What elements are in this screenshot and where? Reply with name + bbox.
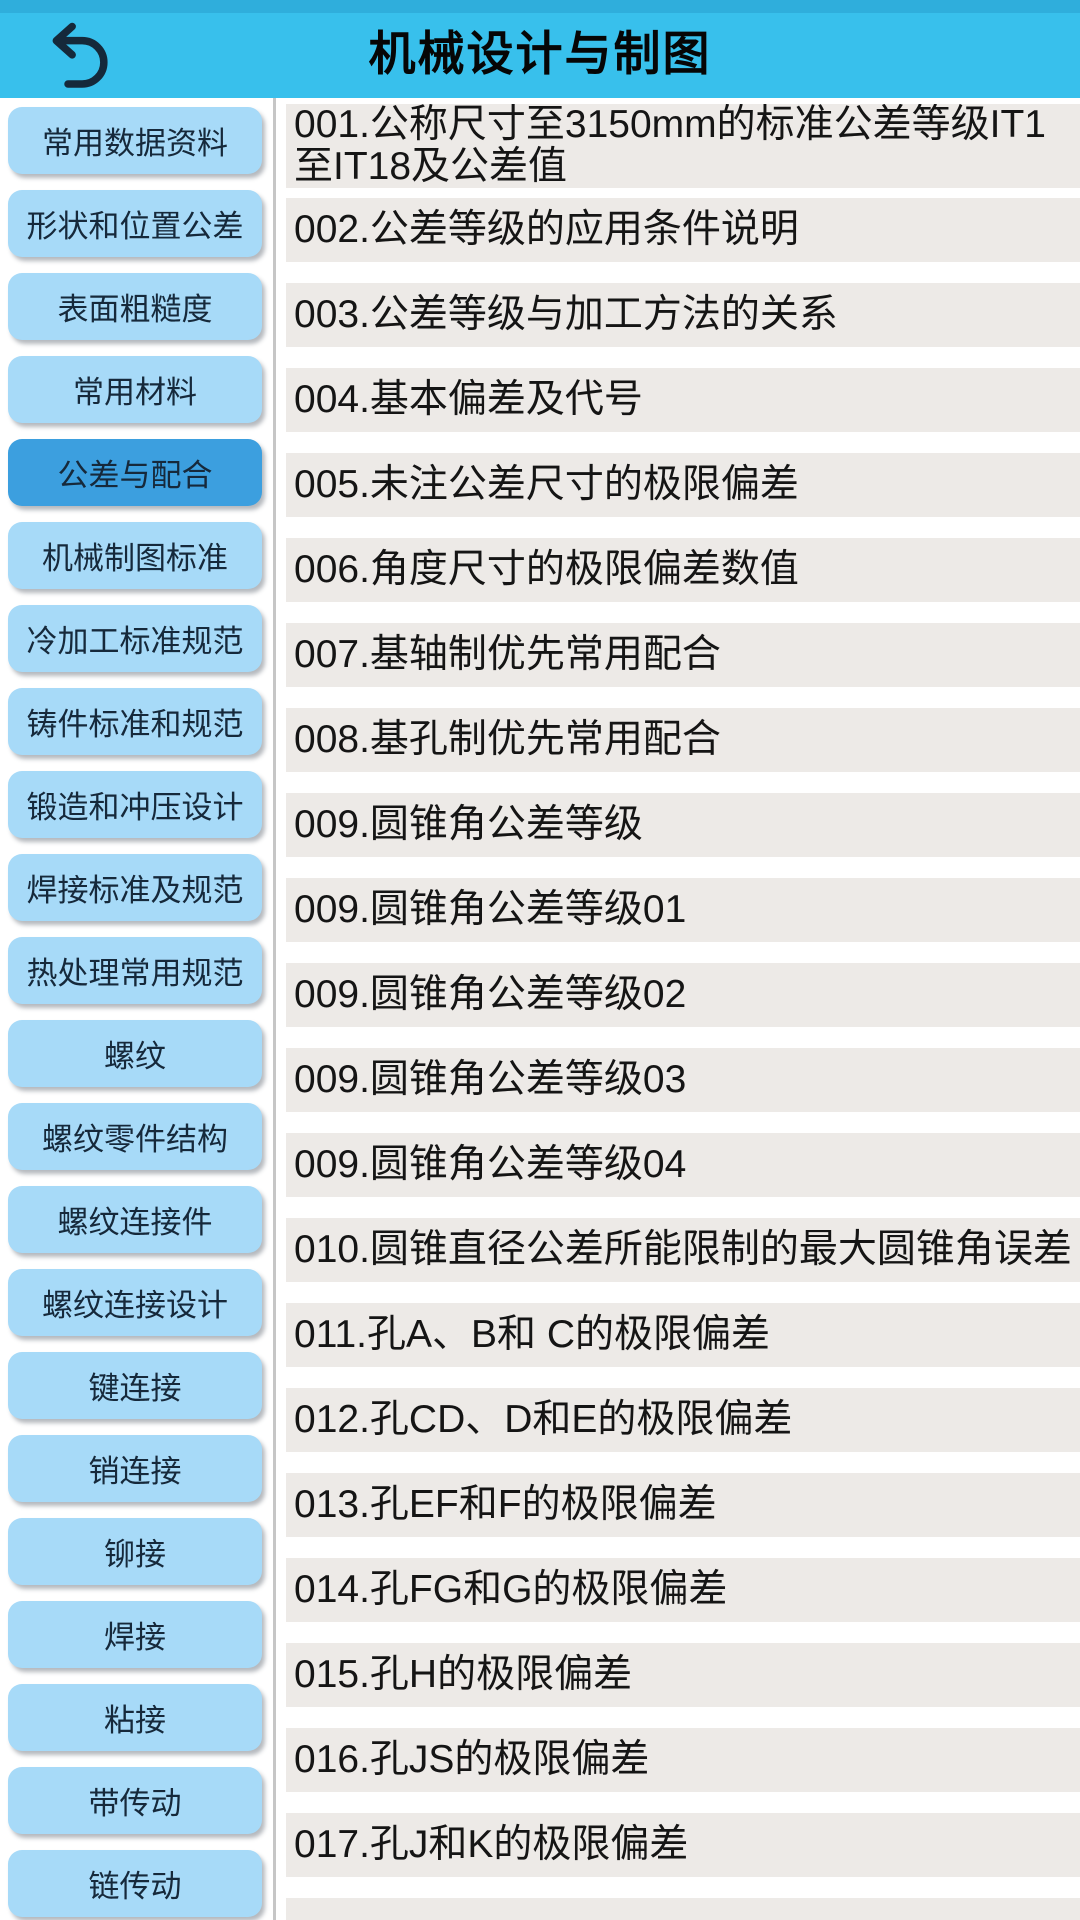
sidebar-item[interactable]: 带传动 [8, 1767, 262, 1834]
list-item-label: 003.公差等级与加工方法的关系 [294, 293, 838, 336]
sidebar-item[interactable]: 常用数据资料 [8, 107, 262, 174]
list-item-label: 009.圆锥角公差等级01 [294, 888, 687, 931]
list-item[interactable]: 009.圆锥角公差等级 [286, 793, 1080, 857]
list-item-label: 012.孔CD、D和E的极限偏差 [294, 1398, 793, 1441]
sidebar-item[interactable]: 螺纹 [8, 1020, 262, 1087]
category-sidebar[interactable]: 常用数据资料 形状和位置公差 表面粗糙度常用材料公差与配合机械制图标准 冷加工标准规范… [0, 98, 273, 1920]
list-item[interactable]: 008.基孔制优先常用配合 [286, 708, 1080, 772]
list-item[interactable]: 001.公称尺寸至3150mm的标准公差等级IT1至IT18及公差值 [286, 104, 1080, 188]
list-item[interactable] [286, 1898, 1080, 1920]
list-item-label: 016.孔JS的极限偏差 [294, 1738, 650, 1781]
list-item-label: 005.未注公差尺寸的极限偏差 [294, 463, 799, 506]
sidebar-item[interactable]: 铆接 [8, 1518, 262, 1585]
sidebar-item[interactable]: 锻造和冲压设计 [8, 771, 262, 838]
list-item[interactable]: 009.圆锥角公差等级04 [286, 1133, 1080, 1197]
topic-list[interactable]: 001.公称尺寸至3150mm的标准公差等级IT1至IT18及公差值 002.公差… [286, 98, 1080, 1920]
sidebar-item[interactable]: 链传动 [8, 1850, 262, 1917]
back-button[interactable] [28, 14, 128, 90]
list-item[interactable]: 012.孔CD、D和E的极限偏差 [286, 1388, 1080, 1452]
list-item[interactable]: 009.圆锥角公差等级03 [286, 1048, 1080, 1112]
sidebar-item[interactable]: 冷加工标准规范 [8, 605, 262, 672]
list-item-label: 006.角度尺寸的极限偏差数值 [294, 548, 799, 591]
list-item[interactable]: 015.孔H的极限偏差 [286, 1643, 1080, 1707]
list-item[interactable]: 003.公差等级与加工方法的关系 [286, 283, 1080, 347]
app-header: 机械设计与制图 [0, 0, 1080, 98]
status-bar-strip [0, 0, 1080, 13]
sidebar-item[interactable]: 机械制图标准 [8, 522, 262, 589]
list-item[interactable]: 009.圆锥角公差等级02 [286, 963, 1080, 1027]
sidebar-item[interactable]: 焊接 [8, 1601, 262, 1668]
sidebar-item[interactable]: 螺纹零件结构 [8, 1103, 262, 1170]
sidebar-item[interactable]: 焊接标准及规范 [8, 854, 262, 921]
sidebar-item[interactable]: 粘接 [8, 1684, 262, 1751]
list-item-label: 009.圆锥角公差等级04 [294, 1143, 687, 1186]
sidebar-item-selected[interactable]: 公差与配合 [8, 439, 262, 506]
list-item[interactable]: 005.未注公差尺寸的极限偏差 [286, 453, 1080, 517]
list-item-label: 015.孔H的极限偏差 [294, 1653, 633, 1696]
list-item[interactable]: 009.圆锥角公差等级01 [286, 878, 1080, 942]
list-item-label: 017.孔J和K的极限偏差 [294, 1823, 689, 1866]
sidebar-item[interactable]: 热处理常用规范 [8, 937, 262, 1004]
list-item[interactable]: 002.公差等级的应用条件说明 [286, 198, 1080, 262]
list-item[interactable]: 013.孔EF和F的极限偏差 [286, 1473, 1080, 1537]
list-item-label: 001.公称尺寸至3150mm的标准公差等级IT1至IT18及公差值 [294, 104, 1046, 188]
sidebar-item[interactable]: 形状和位置公差 [8, 190, 262, 257]
list-item[interactable]: 006.角度尺寸的极限偏差数值 [286, 538, 1080, 602]
sidebar-item[interactable]: 销连接 [8, 1435, 262, 1502]
sidebar-item[interactable]: 螺纹连接设计 [8, 1269, 262, 1336]
back-arrow-icon [52, 22, 108, 88]
list-item-label: 009.圆锥角公差等级 [294, 803, 643, 846]
list-item-label: 009.圆锥角公差等级02 [294, 973, 687, 1016]
sidebar-item[interactable]: 螺纹连接件 [8, 1186, 262, 1253]
list-item-label: 011.孔A、B和 C的极限偏差 [294, 1313, 771, 1356]
page-title: 机械设计与制图 [368, 27, 712, 80]
list-item-label: 008.基孔制优先常用配合 [294, 718, 721, 761]
list-item[interactable]: 014.孔FG和G的极限偏差 [286, 1558, 1080, 1622]
list-item-label: 010.圆锥直径公差所能限制的最大圆锥角误差 [294, 1228, 1072, 1271]
sidebar-item[interactable]: 表面粗糙度 [8, 273, 262, 340]
list-item-label: 004.基本偏差及代号 [294, 378, 643, 421]
sidebar-item[interactable]: 键连接 [8, 1352, 262, 1419]
list-item[interactable]: 016.孔JS的极限偏差 [286, 1728, 1080, 1792]
list-item-label: 002.公差等级的应用条件说明 [294, 208, 799, 251]
list-item[interactable]: 004.基本偏差及代号 [286, 368, 1080, 432]
list-item[interactable]: 010.圆锥直径公差所能限制的最大圆锥角误差 [286, 1218, 1080, 1282]
sidebar-item[interactable]: 铸件标准和规范 [8, 688, 262, 755]
list-item-label: 007.基轴制优先常用配合 [294, 633, 721, 676]
list-item[interactable]: 011.孔A、B和 C的极限偏差 [286, 1303, 1080, 1367]
sidebar-item[interactable]: 常用材料 [8, 356, 262, 423]
list-item[interactable]: 017.孔J和K的极限偏差 [286, 1813, 1080, 1877]
sidebar-divider [273, 98, 276, 1920]
list-item-label: 009.圆锥角公差等级03 [294, 1058, 687, 1101]
list-item-label: 014.孔FG和G的极限偏差 [294, 1568, 728, 1611]
list-item[interactable]: 007.基轴制优先常用配合 [286, 623, 1080, 687]
list-item-label: 013.孔EF和F的极限偏差 [294, 1483, 717, 1526]
